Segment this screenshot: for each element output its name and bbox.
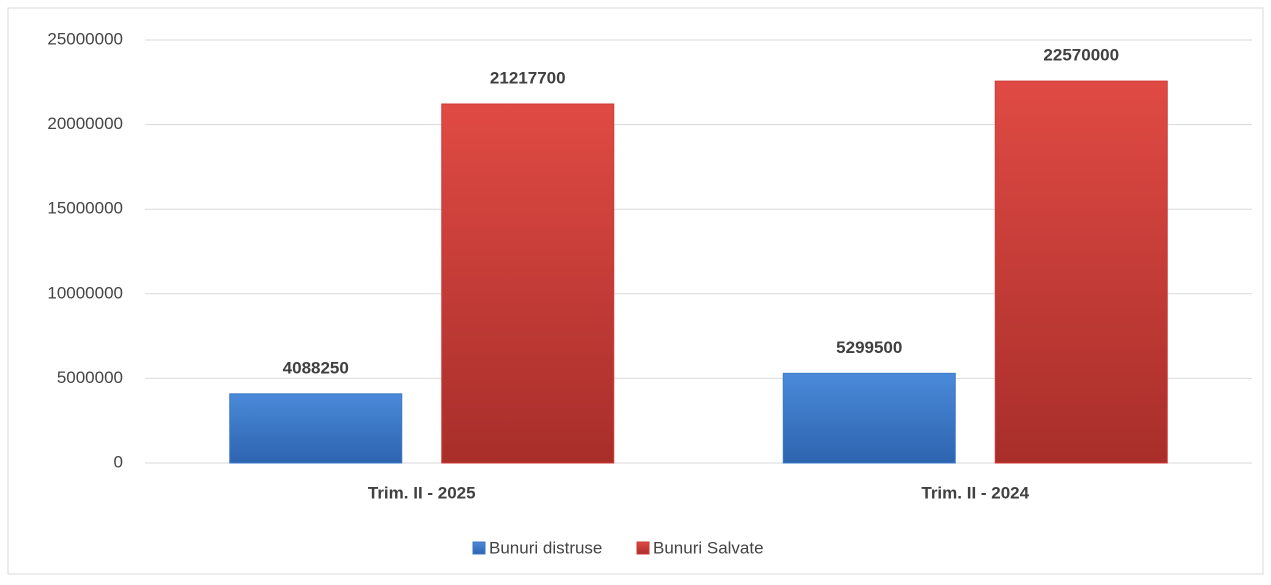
y-tick-label: 20000000: [47, 114, 123, 133]
legend-swatch: [472, 541, 486, 555]
x-tick-label: Trim. II - 2024: [921, 483, 1029, 502]
x-tick-label: Trim. II - 2025: [368, 483, 476, 502]
y-tick-label: 0: [114, 452, 123, 471]
y-tick-label: 10000000: [47, 283, 123, 302]
bar: [441, 103, 615, 464]
data-label: 4088250: [283, 358, 349, 377]
y-tick-label: 5000000: [57, 368, 123, 387]
y-tick-label: 25000000: [47, 29, 123, 48]
data-label: 22570000: [1043, 46, 1119, 65]
bar: [782, 372, 956, 464]
data-label: 21217700: [490, 68, 566, 87]
data-label: 5299500: [836, 338, 902, 357]
bar: [994, 80, 1168, 464]
legend-label: Bunuri distruse: [489, 538, 602, 557]
legend-label: Bunuri Salvate: [653, 538, 764, 557]
legend-swatch: [636, 541, 650, 555]
y-tick-label: 15000000: [47, 199, 123, 218]
bar: [229, 393, 403, 464]
